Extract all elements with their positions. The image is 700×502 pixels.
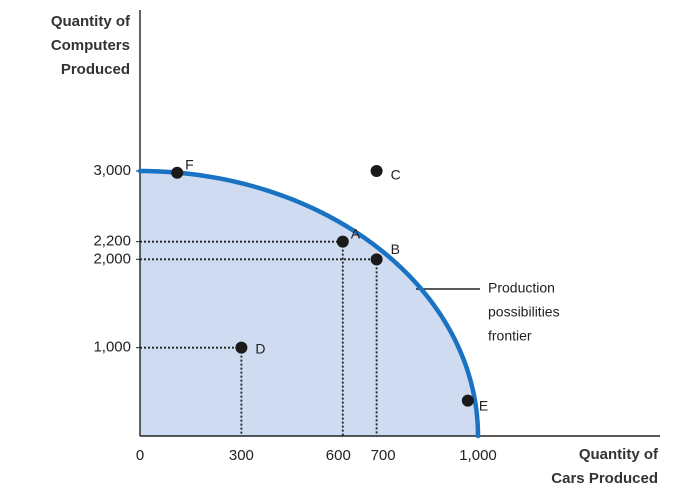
point-label-e: E	[479, 397, 488, 413]
plot-layer-fill	[140, 171, 478, 436]
annotation-text-line: frontier	[488, 328, 532, 344]
y-tick-label: 2,000	[93, 250, 131, 267]
plot-layer-guides	[140, 240, 378, 436]
point-label-f: F	[185, 156, 194, 172]
plot-layer-points	[171, 165, 474, 407]
point-label-d: D	[255, 340, 265, 356]
point-label-c: C	[391, 167, 401, 183]
x-tick-label: 600	[326, 447, 351, 464]
point-label-a: A	[351, 225, 361, 241]
point-a	[336, 235, 349, 248]
frontier-curve	[137, 168, 481, 439]
point-d	[235, 341, 248, 354]
y-axis-title-line: Produced	[61, 61, 130, 78]
y-axis-title-line: Computers	[51, 37, 130, 54]
y-tick-label: 3,000	[93, 162, 131, 179]
feasible-region	[140, 171, 478, 436]
x-axis-title-line: Cars Produced	[551, 470, 658, 487]
y-axis-title-line: Quantity of	[51, 13, 131, 30]
point-b	[370, 253, 383, 266]
point-label-b: B	[391, 241, 400, 257]
x-tick-label: 700	[371, 447, 396, 464]
x-tick-label: 300	[229, 447, 254, 464]
point-c	[370, 165, 383, 177]
point-e	[461, 394, 474, 407]
x-tick-label: 1,000	[459, 447, 497, 464]
annotation-text-line: Production	[488, 280, 555, 296]
plot-layer-curve	[137, 168, 481, 439]
annotation-text-line: possibilities	[488, 304, 560, 320]
point-f	[171, 166, 184, 179]
x-tick-label: 0	[136, 447, 144, 464]
x-axis-title-line: Quantity of	[579, 446, 659, 463]
y-tick-label: 2,200	[93, 233, 131, 250]
y-tick-label: 1,000	[93, 339, 131, 356]
